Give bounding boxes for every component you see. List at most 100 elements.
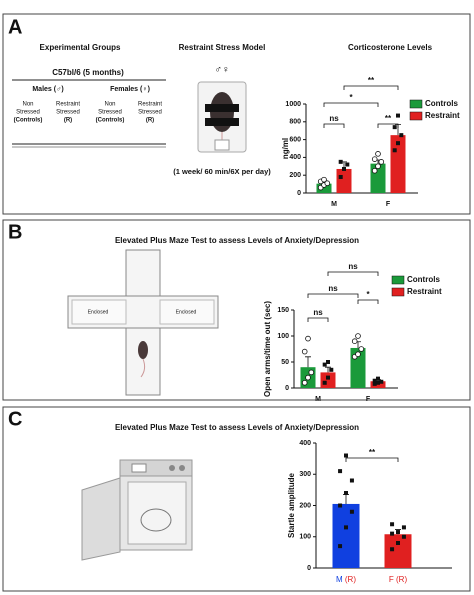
- y-tick-label: 400: [289, 154, 301, 161]
- data-point: [372, 381, 377, 386]
- data-point: [401, 534, 406, 539]
- data-point: [338, 469, 343, 474]
- data-point: [375, 151, 381, 157]
- panel-label: B: [8, 221, 22, 243]
- table-cell: (Controls): [14, 118, 43, 124]
- significance-label: ns: [313, 308, 323, 317]
- panel-title: Elevated Plus Maze Test to assess Levels…: [115, 423, 359, 432]
- significance-bracket: [323, 102, 379, 107]
- significance-bracket: [327, 271, 379, 276]
- significance-bracket: [343, 85, 399, 90]
- data-point: [344, 525, 348, 530]
- data-point: [372, 378, 377, 383]
- data-point: [390, 547, 395, 552]
- sex: F: [389, 575, 394, 584]
- data-point: [338, 159, 343, 164]
- strain: C57bl/6 (5 months): [52, 68, 124, 77]
- significance-label: *: [349, 93, 353, 102]
- data-point: [326, 375, 330, 380]
- x-tick-label: M (R): [336, 575, 356, 584]
- bar: [320, 372, 336, 388]
- legend-label: Controls: [425, 99, 458, 108]
- y-tick-label: 0: [307, 565, 311, 572]
- significance-label: **: [385, 114, 392, 123]
- significance-bracket: [307, 293, 359, 298]
- table-cell: (R): [64, 118, 72, 124]
- sex-header: Females (♀): [110, 86, 150, 93]
- panel-b-frame: [2, 219, 471, 401]
- bar: [336, 168, 352, 193]
- data-point: [399, 133, 404, 138]
- y-tick-label: 100: [277, 333, 289, 340]
- startle-chamber: [81, 459, 193, 561]
- data-point: [378, 159, 385, 165]
- legend-swatch: [409, 99, 423, 109]
- y-tick-label: 100: [299, 534, 311, 541]
- data-point: [349, 509, 354, 514]
- error-bar: [343, 494, 349, 504]
- data-point: [392, 125, 397, 130]
- plus-maze: [67, 249, 219, 396]
- data-point: [390, 531, 395, 536]
- table-title: Experimental Groups: [40, 43, 121, 52]
- x-tick-label: M: [331, 201, 337, 208]
- group: (R): [396, 575, 407, 584]
- tape: [205, 118, 239, 126]
- significance-bracket: [307, 317, 329, 322]
- data-point: [301, 348, 308, 355]
- y-tick-label: 800: [289, 119, 301, 126]
- x-tick-label: M: [315, 396, 321, 403]
- table-cell: Stressed: [16, 110, 40, 116]
- data-point: [396, 141, 400, 146]
- y-tick-label: 50: [281, 359, 289, 366]
- significance-label: ns: [348, 262, 358, 271]
- table-cell: Restraint: [138, 102, 162, 108]
- panel-label: C: [8, 408, 22, 430]
- knob: [179, 465, 185, 471]
- error-bar: [305, 356, 311, 368]
- animal-holder: [140, 508, 172, 532]
- bar: [316, 183, 332, 193]
- y-tick-label: 150: [277, 307, 289, 314]
- enclosed-arm: [71, 299, 127, 325]
- data-point: [345, 162, 350, 167]
- y-tick-label: 200: [299, 502, 311, 509]
- schedule: (1 week/ 60 min/6X per day): [173, 167, 271, 176]
- error-bar: [325, 366, 331, 373]
- data-point: [338, 174, 343, 179]
- significance-label: ns: [329, 114, 339, 123]
- data-point: [376, 376, 380, 381]
- panel-a-frame: [2, 13, 471, 215]
- data-point: [401, 525, 406, 530]
- maze-label: Enclosed: [88, 309, 109, 315]
- significance-bracket: [357, 299, 379, 304]
- data-point: [321, 176, 327, 183]
- y-tick-label: 1000: [285, 101, 301, 108]
- data-point: [344, 453, 348, 458]
- x-tick-label: F: [366, 396, 371, 403]
- data-point: [308, 369, 315, 376]
- chamber: [127, 481, 187, 545]
- data-point: [349, 478, 354, 483]
- restraint-illustration: [197, 81, 247, 153]
- data-point: [322, 380, 327, 385]
- sex: M: [336, 575, 343, 584]
- data-point: [379, 379, 384, 384]
- data-point: [329, 367, 334, 372]
- table-cell: Restraint: [56, 102, 80, 108]
- y-tick-label: 600: [289, 136, 301, 143]
- data-point: [390, 522, 395, 527]
- legend-label: Controls: [407, 275, 440, 284]
- legend-label: Restraint: [425, 111, 460, 120]
- data-point: [338, 503, 343, 508]
- significance-label: **: [369, 448, 376, 457]
- data-point: [342, 166, 346, 171]
- panel-label: A: [8, 16, 22, 38]
- data-point: [326, 360, 330, 364]
- tag: [214, 139, 230, 151]
- legend-swatch: [391, 287, 405, 297]
- y-tick-label: 400: [299, 440, 311, 447]
- significance-label: **: [368, 76, 375, 85]
- legend-label: Restraint: [407, 287, 442, 296]
